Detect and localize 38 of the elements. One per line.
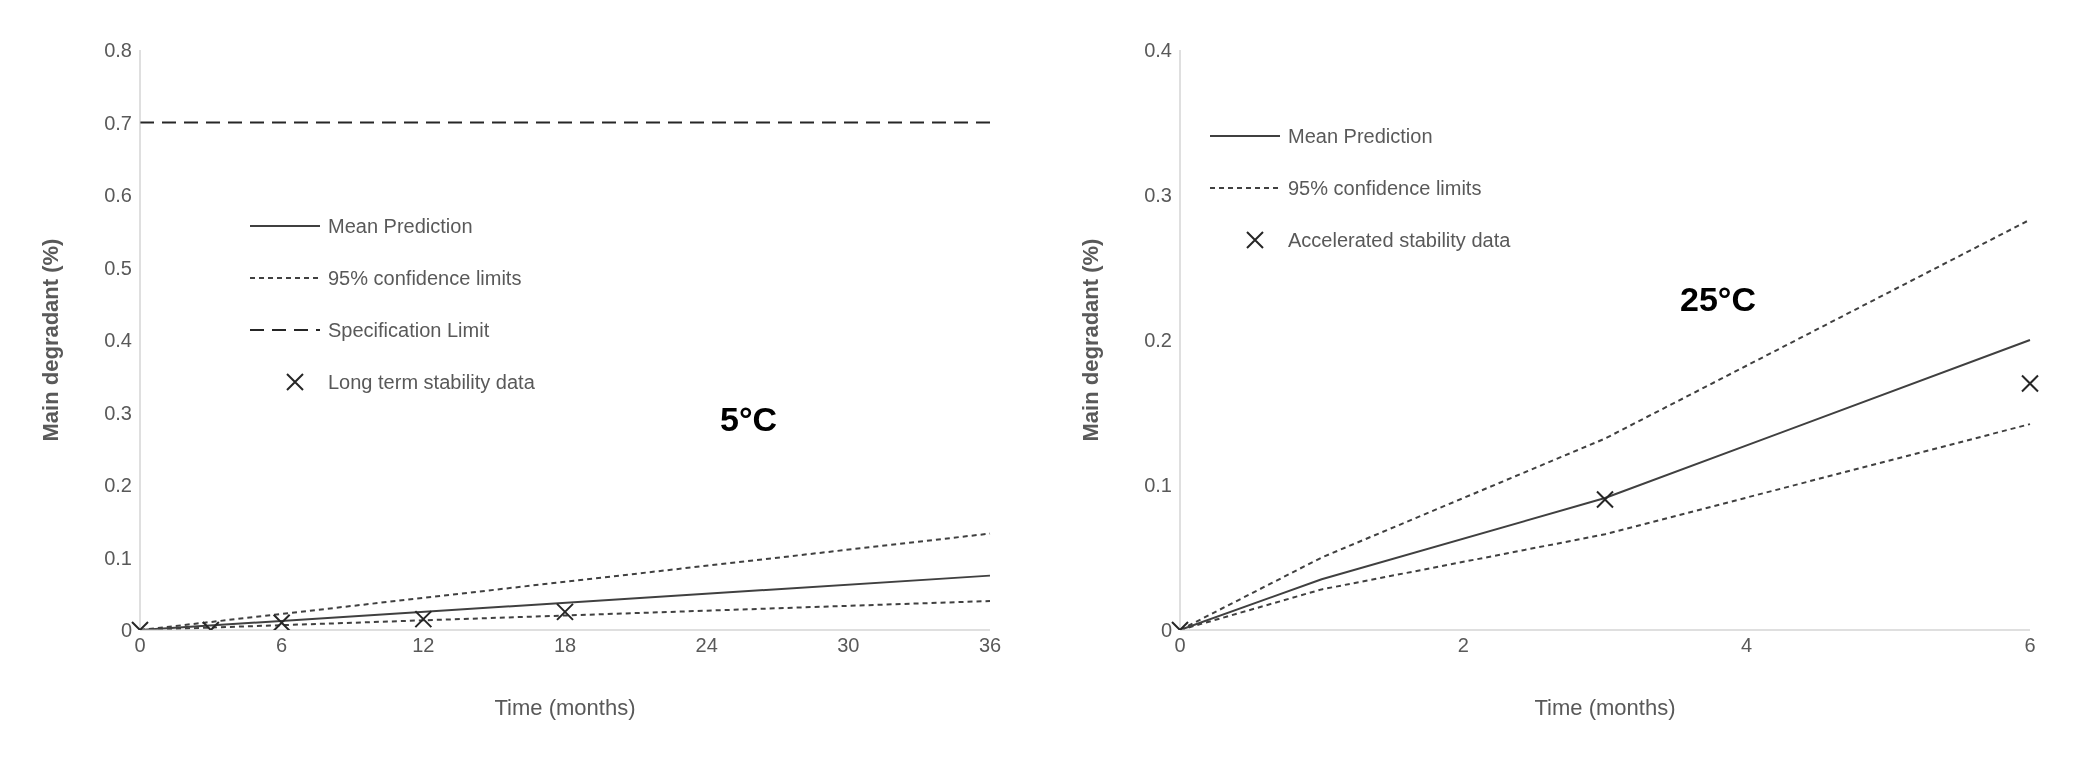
- y-tick-label: 0.1: [1144, 474, 1172, 497]
- annotation: 25°C: [1680, 280, 1756, 319]
- y-tick-label: 0: [1160, 619, 1172, 642]
- x-tick-label: 30: [837, 634, 860, 657]
- y-tick-label: 0.2: [1144, 329, 1172, 352]
- y-axis-title: Main degradant (%): [1077, 238, 1103, 442]
- x-axis-title: Time (months): [494, 695, 636, 720]
- legend-label: Specification Limit: [328, 318, 490, 342]
- y-tick-label: 0: [120, 619, 132, 642]
- y-tick-label: 0.6: [104, 184, 132, 207]
- x-tick-label: 4: [1741, 634, 1753, 657]
- y-tick-label: 0.7: [104, 111, 132, 134]
- x-tick-label: 12: [412, 634, 435, 657]
- legend-label: Mean Prediction: [328, 214, 473, 238]
- x-tick-label: 6: [276, 634, 288, 657]
- legend-label: Accelerated stability data: [1288, 228, 1511, 252]
- y-axis-title: Main degradant (%): [37, 238, 63, 442]
- x-tick-label: 0: [134, 634, 146, 657]
- y-tick-label: 0.4: [104, 329, 132, 352]
- y-tick-label: 0.3: [1144, 184, 1172, 207]
- y-tick-label: 0.5: [104, 256, 132, 279]
- y-tick-label: 0.8: [104, 39, 132, 62]
- x-tick-label: 24: [695, 634, 718, 657]
- annotation: 5°C: [720, 400, 778, 439]
- x-tick-label: 0: [1174, 634, 1186, 657]
- y-tick-label: 0.4: [1144, 39, 1172, 62]
- legend-label: 95% confidence limits: [328, 266, 522, 290]
- x-tick-label: 2: [1457, 634, 1469, 657]
- legend-label: Long term stability data: [328, 370, 535, 394]
- x-axis-title: Time (months): [1534, 695, 1676, 720]
- y-tick-label: 0.2: [104, 474, 132, 497]
- legend-label: 95% confidence limits: [1288, 176, 1482, 200]
- x-tick-label: 36: [978, 634, 1002, 657]
- legend-label: Mean Prediction: [1288, 124, 1433, 148]
- x-tick-label: 6: [2024, 634, 2036, 657]
- y-tick-label: 0.1: [104, 546, 132, 569]
- y-tick-label: 0.3: [104, 401, 132, 424]
- x-tick-label: 18: [553, 634, 577, 657]
